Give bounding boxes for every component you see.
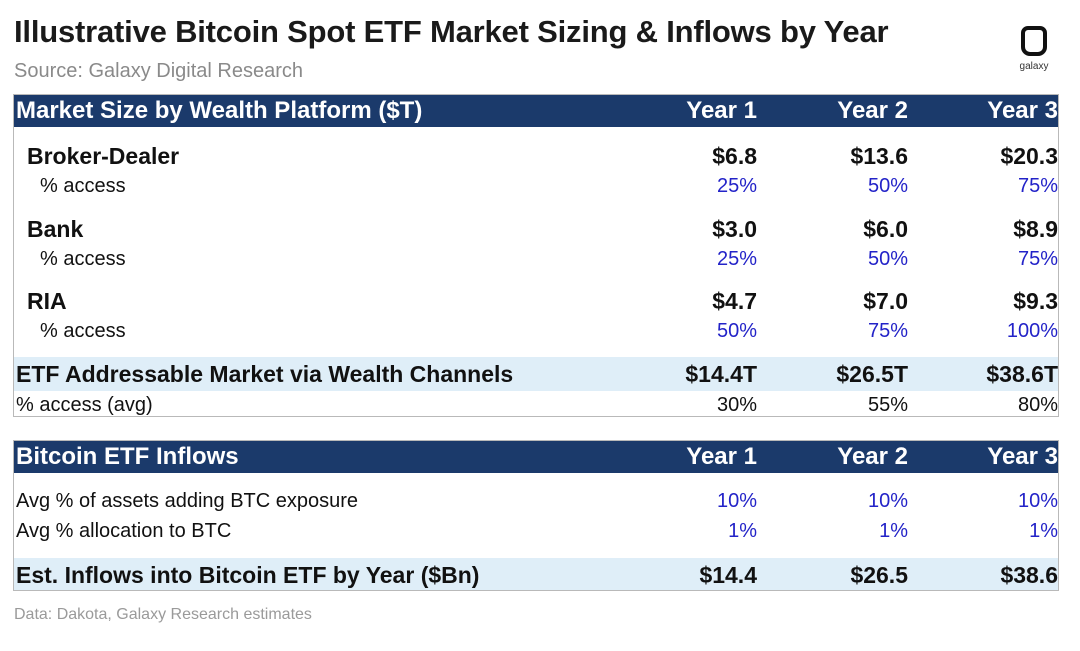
est-inflows-label: Est. Inflows into Bitcoin ETF by Year ($… <box>16 562 480 588</box>
size-year-2: $7.0 <box>863 288 908 314</box>
access-year-1: 50% <box>716 320 757 342</box>
est-inflows-row: Est. Inflows into Bitcoin ETF by Year ($… <box>14 558 1058 590</box>
size-year-1: $6.8 <box>712 143 757 169</box>
exposure-year-2: 10% <box>867 490 908 512</box>
inflows-header: Bitcoin ETF Inflows <box>16 443 239 470</box>
allocation-year-2: 1% <box>879 520 908 542</box>
size-year-2: $6.0 <box>863 216 908 242</box>
avg-access-year-3: 80% <box>1017 394 1058 416</box>
access-year-2: 50% <box>867 175 908 197</box>
addressable-market-row: ETF Addressable Market via Wealth Channe… <box>14 357 1058 391</box>
platform-name: Broker-Dealer <box>27 143 180 169</box>
addressable-year-1: $14.4T <box>685 361 757 387</box>
access-year-3: 75% <box>1017 248 1058 270</box>
logo-text: galaxy <box>1019 61 1049 72</box>
size-year-1: $3.0 <box>712 216 757 242</box>
year-2-header: Year 2 <box>837 443 908 470</box>
exposure-year-3: 10% <box>1017 490 1058 512</box>
access-year-3: 75% <box>1017 175 1058 197</box>
allocation-year-3: 1% <box>1029 520 1058 542</box>
platform-name: Bank <box>27 216 84 242</box>
size-year-1: $4.7 <box>712 288 757 314</box>
year-1-header: Year 1 <box>686 97 757 124</box>
access-label: % access <box>40 320 126 342</box>
size-year-3: $8.9 <box>1013 216 1058 242</box>
inflows-year-3: $38.6 <box>1000 562 1058 588</box>
avg-access-year-2: 55% <box>867 394 908 416</box>
market-size-table: Market Size by Wealth Platform ($T) Year… <box>13 94 1059 417</box>
galaxy-logo-icon <box>1021 26 1047 61</box>
size-year-3: $20.3 <box>1000 143 1058 169</box>
access-label: % access <box>40 175 126 197</box>
addressable-year-3: $38.6T <box>986 361 1058 387</box>
btc-allocation-label: Avg % allocation to BTC <box>16 520 232 542</box>
inflows-year-2: $26.5 <box>850 562 908 588</box>
source-note: Source: Galaxy Digital Research <box>14 60 304 82</box>
chart-title: Illustrative Bitcoin Spot ETF Market Siz… <box>14 14 889 49</box>
inflows-year-1: $14.4 <box>699 562 757 588</box>
avg-access-label: % access (avg) <box>16 394 153 416</box>
avg-access-year-1: 30% <box>716 394 757 416</box>
access-year-1: 25% <box>716 248 757 270</box>
allocation-year-1: 1% <box>728 520 757 542</box>
platform-name: RIA <box>27 288 67 314</box>
year-3-header: Year 3 <box>987 97 1058 124</box>
access-label: % access <box>40 248 126 270</box>
size-year-3: $9.3 <box>1013 288 1058 314</box>
size-year-2: $13.6 <box>850 143 908 169</box>
year-2-header: Year 2 <box>837 97 908 124</box>
access-year-2: 50% <box>867 248 908 270</box>
footer-note: Data: Dakota, Galaxy Research estimates <box>14 606 312 623</box>
galaxy-logo: galaxy <box>1011 26 1057 76</box>
exposure-year-1: 10% <box>716 490 757 512</box>
market-size-header: Market Size by Wealth Platform ($T) <box>16 97 423 124</box>
access-year-2: 75% <box>867 320 908 342</box>
year-3-header: Year 3 <box>987 443 1058 470</box>
access-year-1: 25% <box>716 175 757 197</box>
inflows-table: Bitcoin ETF Inflows Year 1 Year 2 Year 3… <box>13 440 1059 591</box>
btc-exposure-label: Avg % of assets adding BTC exposure <box>16 490 359 512</box>
addressable-year-2: $26.5T <box>836 361 908 387</box>
year-1-header: Year 1 <box>686 443 757 470</box>
inflows-header-row: Bitcoin ETF Inflows Year 1 Year 2 Year 3 <box>14 441 1058 473</box>
addressable-market-label: ETF Addressable Market via Wealth Channe… <box>16 361 514 387</box>
market-size-header-row: Market Size by Wealth Platform ($T) Year… <box>14 95 1058 127</box>
access-year-3: 100% <box>1006 320 1058 342</box>
